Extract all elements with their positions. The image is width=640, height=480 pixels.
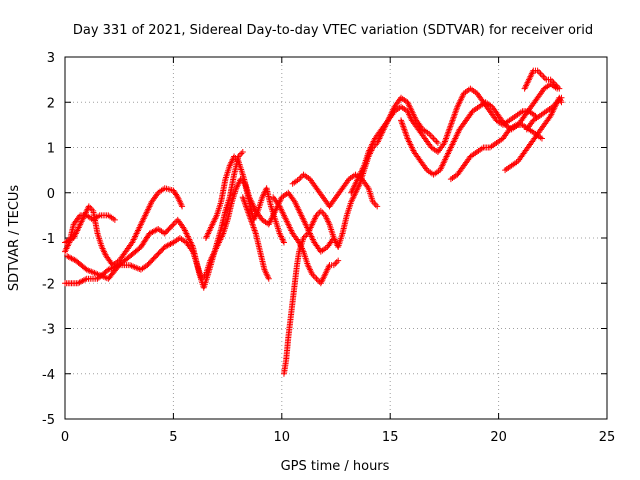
- y-tick-label: -1: [42, 232, 55, 247]
- data-point: [169, 222, 176, 229]
- data-point: [111, 216, 118, 223]
- data-point: [433, 138, 440, 145]
- data-point: [179, 203, 186, 210]
- data-point: [537, 70, 544, 77]
- data-point: [538, 135, 545, 142]
- data-point: [82, 276, 89, 283]
- x-axis-label: GPS time / hours: [281, 459, 390, 474]
- x-tick-label: 0: [61, 430, 69, 445]
- data-point: [549, 78, 556, 85]
- series-track-g: [280, 94, 441, 377]
- series-track-f: [239, 194, 272, 282]
- series-track-i: [289, 171, 381, 210]
- data-point: [319, 209, 326, 216]
- data-point: [540, 73, 547, 80]
- data-point: [265, 275, 272, 282]
- data-point: [374, 203, 381, 210]
- y-tick-label: 0: [47, 187, 55, 202]
- data-point: [115, 263, 122, 270]
- y-axis-label: SDTVAR / TECUs: [7, 185, 22, 292]
- x-tick-label: 25: [599, 430, 616, 445]
- data-point: [312, 274, 319, 281]
- data-point: [430, 135, 437, 142]
- y-tick-label: -3: [42, 323, 55, 338]
- series-track-j: [348, 85, 539, 196]
- data-point: [168, 240, 175, 247]
- data-point: [538, 72, 545, 79]
- x-tick-label: 10: [274, 430, 291, 445]
- data-point: [536, 69, 543, 76]
- data-point: [239, 149, 246, 156]
- x-tick-label: 15: [382, 430, 399, 445]
- y-tick-label: -5: [42, 413, 55, 428]
- data-point: [429, 133, 436, 140]
- data-point: [332, 260, 339, 267]
- y-tick-label: 3: [47, 51, 55, 66]
- chart-title: Day 331 of 2021, Sidereal Day-to-day VTE…: [73, 23, 593, 38]
- tick-labels: 0 5 10 15 20 25 -5 -4 -3 -2 -1 0 1 2 3: [42, 51, 615, 445]
- y-tick-label: -2: [42, 277, 55, 292]
- series-track-l: [447, 121, 545, 183]
- data-point: [317, 207, 324, 214]
- data-point: [333, 259, 340, 266]
- data-point: [335, 257, 342, 264]
- series-track-h: [270, 194, 342, 287]
- x-tick-label: 20: [490, 430, 507, 445]
- data-points: [62, 67, 565, 377]
- y-tick-label: -4: [42, 368, 55, 383]
- y-tick-label: 2: [47, 96, 55, 111]
- data-point: [541, 75, 548, 82]
- data-point: [372, 201, 379, 208]
- data-point: [434, 139, 441, 146]
- data-point: [558, 94, 565, 101]
- data-point: [556, 85, 563, 92]
- x-tick-label: 5: [169, 430, 177, 445]
- y-tick-label: 1: [47, 142, 55, 157]
- series-track-c: [62, 212, 118, 255]
- series-track-a: [62, 185, 186, 269]
- data-point: [313, 275, 320, 282]
- series-track-o: [523, 94, 565, 133]
- data-point: [280, 239, 287, 246]
- data-point: [238, 150, 245, 157]
- series-track-n: [521, 67, 563, 92]
- data-point: [427, 132, 434, 139]
- data-point: [432, 136, 439, 143]
